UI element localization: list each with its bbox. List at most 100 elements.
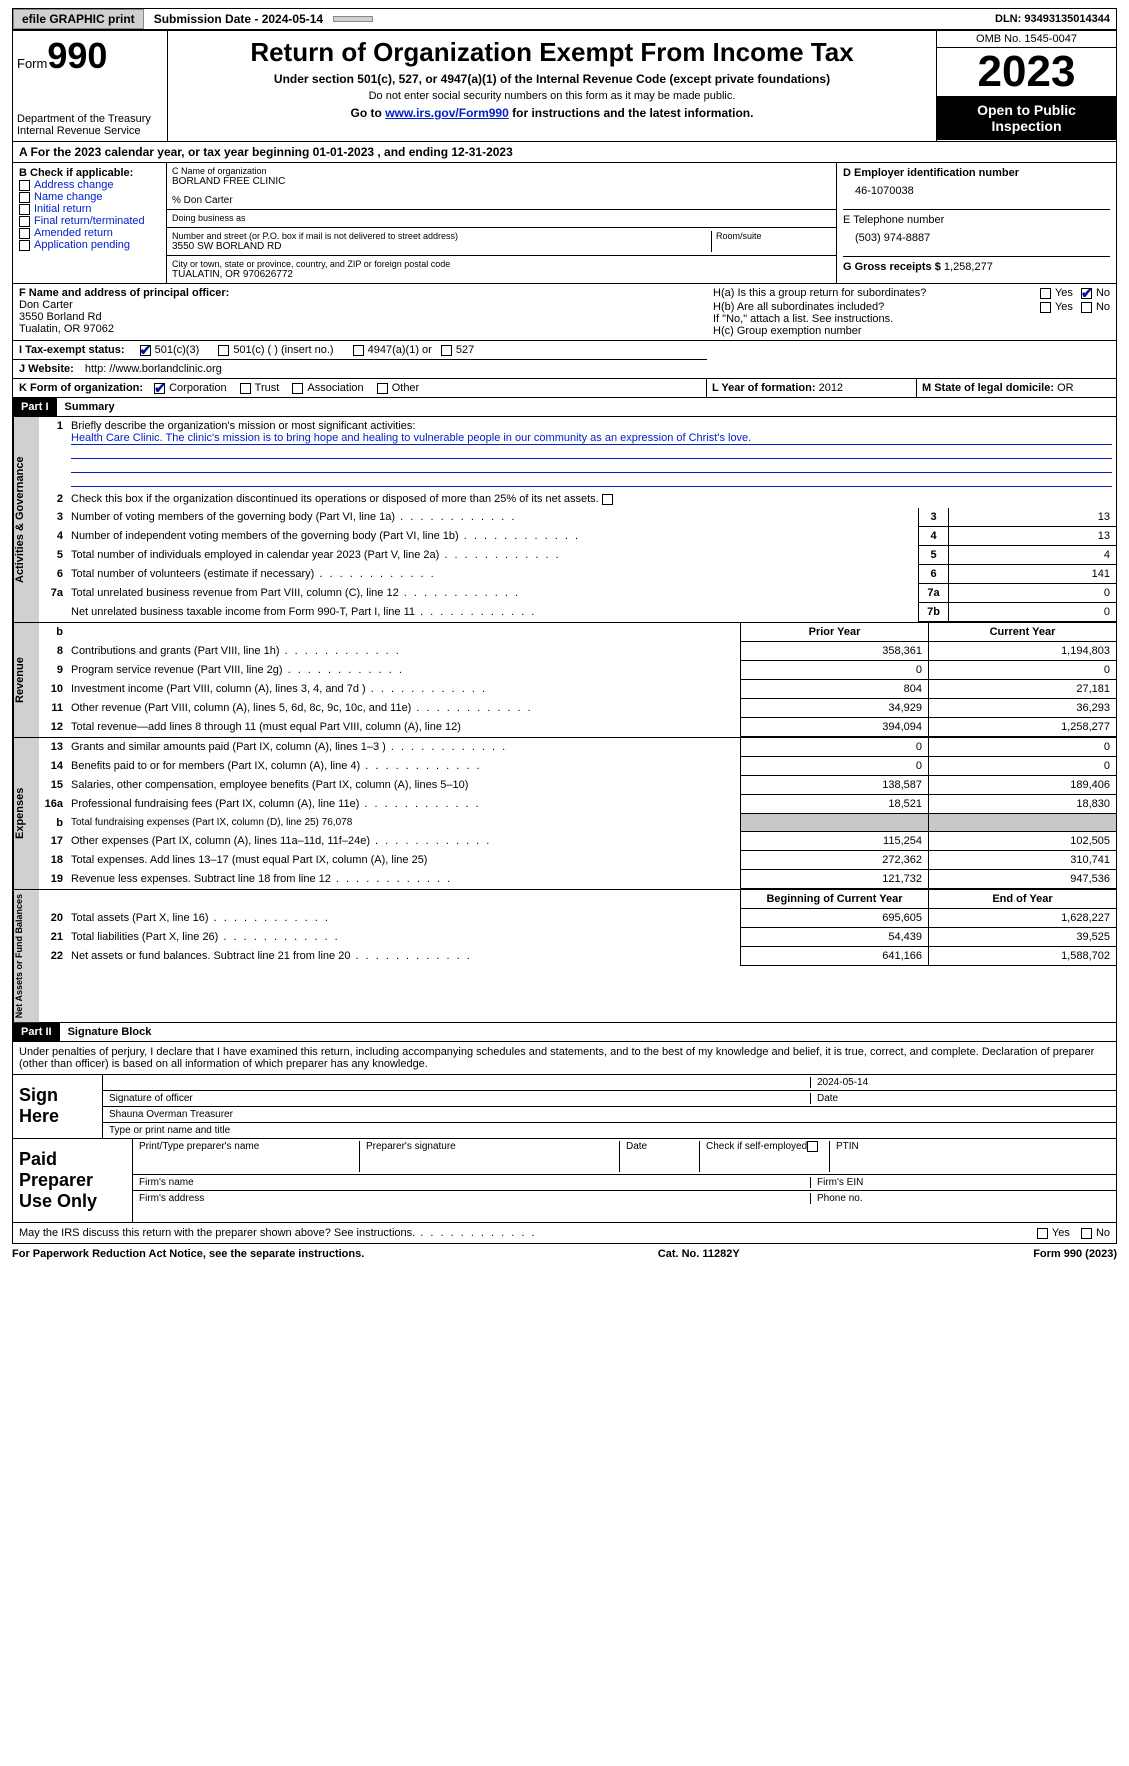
part1-label: Part I [13,398,57,416]
dln: DLN: 93493135014344 [989,11,1116,27]
top-bar: efile GRAPHIC print Submission Date - 20… [12,8,1117,31]
p17: 115,254 [740,832,928,851]
cb-501c[interactable] [218,345,229,356]
hb-yes: Yes [1055,301,1073,313]
cb-address[interactable] [19,180,30,191]
date-lbl: Date [810,1093,1110,1104]
hb-note: If "No," attach a list. See instructions… [713,313,1110,325]
l4: Number of independent voting members of … [67,527,918,546]
l1-blank2 [71,459,1112,473]
city-state-zip: TUALATIN, OR 970626772 [172,269,831,280]
firm-addr-lbl: Firm's address [139,1193,810,1204]
k-lbl: K Form of organization: [19,382,143,394]
opt-initial: Initial return [34,203,91,215]
foot-left: For Paperwork Reduction Act Notice, see … [12,1248,364,1260]
open-public: Open to Public Inspection [937,96,1116,140]
part2-title: Signature Block [60,1023,160,1041]
cb-trust[interactable] [240,383,251,394]
p15: 138,587 [740,776,928,795]
cb-ha-no[interactable] [1081,288,1092,299]
p20: 695,605 [740,909,928,928]
ein-val: 46-1070038 [843,179,1110,209]
sig-date: 2024-05-14 [810,1077,1110,1088]
p14: 0 [740,757,928,776]
cb-other[interactable] [377,383,388,394]
p10: 804 [740,680,928,699]
submission-date: Submission Date - 2024-05-14 [148,10,329,28]
part2-label: Part II [13,1023,60,1041]
cb-l2[interactable] [602,494,613,505]
tax-year: 2023 [937,48,1116,96]
cb-name[interactable] [19,192,30,203]
part1-title: Summary [57,398,123,416]
cb-initial[interactable] [19,204,30,215]
penalties: Under penalties of perjury, I declare th… [12,1042,1117,1075]
l6: Total number of volunteers (estimate if … [67,565,918,584]
prep-name-lbl: Print/Type preparer's name [139,1141,359,1172]
p9: 0 [740,661,928,680]
v6: 141 [948,565,1116,584]
cb-selfemp[interactable] [807,1141,818,1152]
cb-527[interactable] [441,345,452,356]
firm-ein-lbl: Firm's EIN [810,1177,1110,1188]
c21: 39,525 [928,928,1116,947]
self-emp: Check if self-employed [706,1141,807,1152]
city-lbl: City or town, state or province, country… [172,259,831,269]
hdr-end: End of Year [928,890,1116,909]
irs-label: Internal Revenue Service [17,125,163,137]
cb-assoc[interactable] [292,383,303,394]
dba-lbl: Doing business as [172,213,246,223]
l1-blank1 [71,445,1112,459]
c-name-lbl: C Name of organization [172,166,831,176]
c15: 189,406 [928,776,1116,795]
cb-amended[interactable] [19,228,30,239]
irs-link[interactable]: www.irs.gov/Form990 [385,106,509,120]
m-lbl: M State of legal domicile: [922,382,1054,394]
prep-sig-lbl: Preparer's signature [359,1141,619,1172]
p16b [740,814,928,832]
l9: Program service revenue (Part VIII, line… [67,661,740,680]
side-governance: Activities & Governance [13,417,39,622]
cb-final[interactable] [19,216,30,227]
disc-yes: Yes [1052,1227,1070,1239]
l3: Number of voting members of the governin… [67,508,918,527]
cb-501c3[interactable] [140,345,151,356]
l1-txt: Health Care Clinic. The clinic's mission… [71,432,1112,445]
efile-button[interactable]: efile GRAPHIC print [13,9,144,29]
blank-button[interactable] [333,16,373,22]
hdr-curr: Current Year [928,623,1116,642]
cb-pending[interactable] [19,240,30,251]
goto-pre: Go to [351,106,386,120]
cb-corp[interactable] [154,383,165,394]
cb-discuss-yes[interactable] [1037,1228,1048,1239]
l8: Contributions and grants (Part VIII, lin… [67,642,740,661]
l1-blank3 [71,473,1112,487]
phone-val: (503) 974-8887 [843,226,1110,256]
opt-amended: Amended return [34,227,113,239]
ein-lbl: D Employer identification number [843,167,1110,179]
cb-hb-yes[interactable] [1040,302,1051,313]
cb-discuss-no[interactable] [1081,1228,1092,1239]
l10: Investment income (Part VIII, column (A)… [67,680,740,699]
c22: 1,588,702 [928,947,1116,966]
sig-lbl: Signature of officer [109,1093,810,1104]
c10: 27,181 [928,680,1116,699]
l7b: Net unrelated business taxable income fr… [67,603,918,622]
i-o4: 527 [456,344,474,356]
c16b [928,814,1116,832]
opt-address: Address change [34,179,114,191]
disc-no: No [1096,1227,1110,1239]
c12: 1,258,277 [928,718,1116,737]
form-title: Return of Organization Exempt From Incom… [174,37,930,68]
cb-ha-yes[interactable] [1040,288,1051,299]
c14: 0 [928,757,1116,776]
cb-hb-no[interactable] [1081,302,1092,313]
l11: Other revenue (Part VIII, column (A), li… [67,699,740,718]
v3: 13 [948,508,1116,527]
officer-city: Tualatin, OR 97062 [19,323,701,335]
form-label: Form [17,56,47,71]
p12: 394,094 [740,718,928,737]
side-expenses: Expenses [13,738,39,889]
c19: 947,536 [928,870,1116,889]
cb-4947[interactable] [353,345,364,356]
